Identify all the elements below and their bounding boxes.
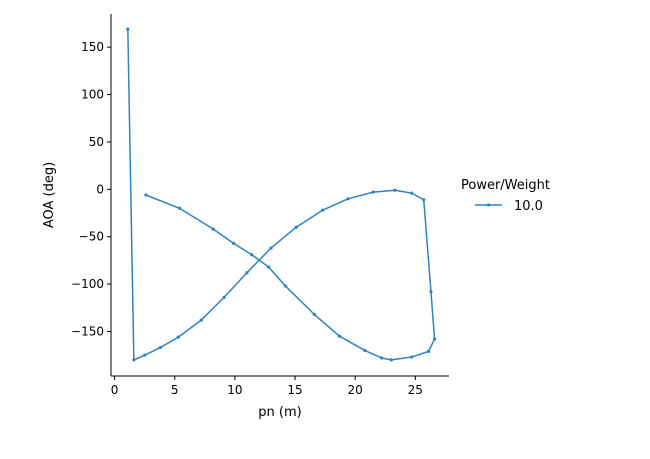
y-tick-label: −100 — [71, 277, 104, 291]
y-tick-label: 0 — [96, 182, 104, 196]
data-point — [410, 355, 414, 359]
data-point — [250, 253, 254, 257]
data-point — [283, 284, 288, 288]
data-point — [269, 246, 273, 250]
data-point — [393, 188, 397, 192]
data-point — [177, 206, 182, 210]
data-point — [132, 358, 136, 362]
data-point — [337, 334, 342, 338]
data-point — [143, 353, 147, 357]
data-point — [126, 27, 130, 31]
data-point — [312, 312, 316, 317]
x-ticks: 0 5 10 15 20 25 — [111, 376, 423, 397]
x-tick-label: 10 — [227, 383, 242, 397]
data-point — [245, 271, 249, 275]
data-point — [346, 197, 350, 201]
legend-label: 10.0 — [514, 199, 543, 214]
data-point — [422, 198, 426, 202]
data-point — [294, 225, 298, 229]
y-tick-label: −150 — [71, 324, 104, 338]
y-ticks: 150 100 50 0 −50 −100 −150 — [71, 40, 111, 338]
legend: Power/Weight 10.0 — [461, 178, 550, 214]
y-tick-label: −50 — [79, 230, 104, 244]
data-point — [232, 241, 236, 245]
plot-area — [126, 27, 437, 362]
x-tick-label: 15 — [287, 383, 302, 397]
data-point — [266, 265, 271, 269]
series-line-10 — [127, 29, 436, 361]
x-tick-label: 20 — [348, 383, 363, 397]
data-point — [410, 191, 414, 195]
y-axis-title: AOA (deg) — [42, 162, 57, 228]
data-point — [176, 335, 180, 339]
series-markers — [126, 27, 437, 362]
legend-title: Power/Weight — [461, 178, 550, 193]
data-point — [371, 190, 375, 194]
data-point — [426, 349, 431, 353]
y-tick-label: 50 — [89, 135, 104, 149]
data-point — [363, 348, 367, 353]
y-tick-label: 150 — [81, 40, 104, 54]
x-tick-label: 25 — [408, 383, 423, 397]
data-point — [380, 356, 384, 360]
data-point — [429, 290, 433, 294]
data-point — [432, 337, 437, 341]
data-point — [144, 193, 148, 197]
data-point — [321, 208, 325, 212]
data-point — [158, 345, 162, 350]
data-point — [222, 295, 226, 299]
axes: 0 5 10 15 20 25 150 100 50 0 −50 −100 −150 — [71, 14, 449, 397]
data-point — [389, 358, 393, 362]
data-point — [211, 227, 215, 231]
x-tick-label: 0 — [111, 383, 119, 397]
y-tick-label: 100 — [81, 88, 104, 102]
x-axis-title: pn (m) — [258, 405, 301, 420]
x-tick-label: 5 — [171, 383, 179, 397]
legend-marker-swatch — [486, 203, 491, 207]
data-point — [199, 318, 203, 322]
